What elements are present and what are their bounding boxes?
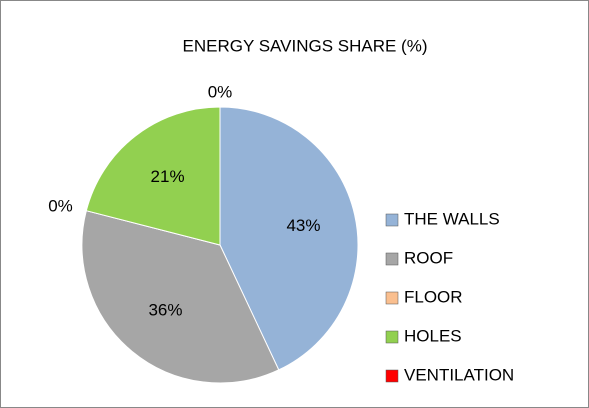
legend-swatch xyxy=(385,213,399,227)
legend-label: HOLES xyxy=(404,326,462,345)
data-label: 21% xyxy=(151,167,185,186)
data-label: 36% xyxy=(148,300,182,319)
legend-label: VENTILATION xyxy=(404,365,514,384)
legend-swatch xyxy=(385,252,399,266)
data-label: 0% xyxy=(208,82,233,101)
data-label: 0% xyxy=(48,197,73,216)
legend-swatch xyxy=(385,330,399,344)
chart-title: ENERGY SAVINGS SHARE (%) xyxy=(183,36,428,55)
data-label: 43% xyxy=(286,216,320,235)
pie-slice xyxy=(219,106,359,371)
legend-swatch xyxy=(385,369,399,383)
legend-label: THE WALLS xyxy=(404,209,500,228)
legend-swatch xyxy=(385,291,399,305)
pie-slice xyxy=(81,210,280,384)
legend-label: FLOOR xyxy=(404,287,463,306)
legend-label: ROOF xyxy=(404,248,453,267)
pie-slice xyxy=(85,106,221,246)
